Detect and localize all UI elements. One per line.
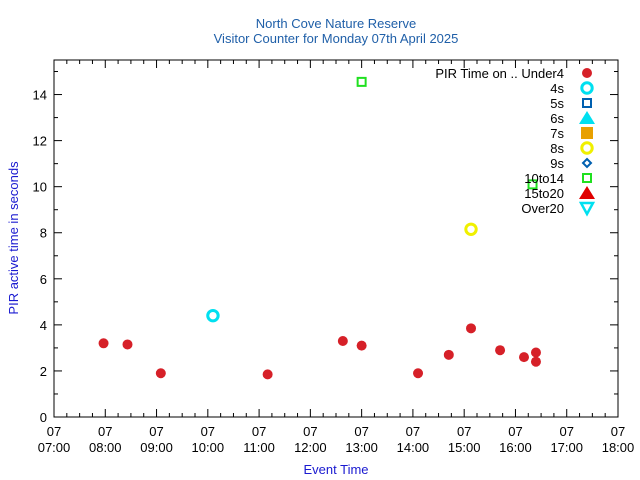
x-tick-time-label: 08:00	[89, 440, 122, 455]
x-tick-day-label: 07	[303, 424, 317, 439]
legend-label: Over20	[521, 201, 564, 216]
x-tick-time-label: 10:00	[192, 440, 225, 455]
y-tick-label: 2	[40, 364, 47, 379]
x-tick-time-label: 14:00	[397, 440, 430, 455]
x-tick-day-label: 07	[457, 424, 471, 439]
x-tick-time-label: 07:00	[38, 440, 71, 455]
legend: PIR Time on .. Under44s5s6s7s8s9s10to141…	[435, 66, 596, 217]
legend-marker	[578, 201, 596, 217]
data-point	[262, 369, 273, 380]
legend-marker	[579, 186, 595, 199]
x-tick-day-label: 07	[406, 424, 420, 439]
legend-label: 10to14	[524, 171, 564, 186]
y-tick-label: 4	[40, 318, 47, 333]
y-tick-label: 12	[33, 134, 47, 149]
x-tick-time-label: 09:00	[140, 440, 173, 455]
legend-marker	[581, 157, 593, 169]
legend-label: 4s	[550, 81, 564, 96]
legend-marker	[582, 98, 592, 108]
data-point	[356, 76, 367, 87]
x-tick-time-label: 16:00	[499, 440, 532, 455]
x-tick-time-label: 18:00	[602, 440, 635, 455]
y-tick-label: 0	[40, 410, 47, 425]
x-tick-day-label: 07	[354, 424, 368, 439]
chart-subtitle: Visitor Counter for Monday 07th April 20…	[214, 31, 459, 46]
x-tick-day-label: 07	[611, 424, 625, 439]
legend-marker	[579, 111, 595, 124]
x-axis-label: Event Time	[303, 462, 368, 477]
data-point	[527, 179, 538, 190]
y-tick-label: 6	[40, 272, 47, 287]
x-axis-ticks: 0707:000708:000709:000710:000711:000712:…	[38, 60, 635, 455]
legend-marker	[581, 127, 593, 139]
data-point	[337, 335, 348, 346]
data-point	[519, 352, 529, 363]
x-tick-time-label: 13:00	[345, 440, 378, 455]
data-point	[122, 339, 133, 350]
data-point	[356, 340, 367, 351]
data-point	[98, 338, 109, 349]
legend-marker	[582, 173, 592, 183]
data-point	[464, 222, 478, 236]
x-tick-day-label: 07	[47, 424, 61, 439]
data-point	[443, 349, 454, 360]
y-axis-label: PIR active time in seconds	[6, 161, 21, 315]
x-tick-day-label: 07	[559, 424, 573, 439]
legend-label: 8s	[550, 141, 564, 156]
x-tick-day-label: 07	[149, 424, 163, 439]
legend-label: PIR Time on .. Under4	[435, 66, 564, 81]
legend-label: 15to20	[524, 186, 564, 201]
x-tick-time-label: 11:00	[243, 440, 275, 455]
data-point	[466, 323, 477, 334]
x-tick-day-label: 07	[252, 424, 266, 439]
data-points	[98, 76, 541, 380]
x-tick-time-label: 15:00	[448, 440, 481, 455]
x-tick-day-label: 07	[201, 424, 215, 439]
y-tick-label: 10	[33, 180, 47, 195]
y-axis-ticks: 0 2 4 6 8 10 12 14	[33, 71, 618, 425]
x-tick-day-label: 07	[508, 424, 522, 439]
legend-marker	[582, 68, 592, 78]
data-point	[495, 345, 506, 356]
legend-marker	[580, 81, 594, 95]
legend-label: 9s	[550, 156, 564, 171]
legend-marker	[580, 141, 594, 155]
data-point	[530, 356, 541, 367]
legend-label: 6s	[550, 111, 564, 126]
x-tick-day-label: 07	[98, 424, 112, 439]
x-tick-time-label: 17:00	[550, 440, 583, 455]
data-point	[206, 308, 220, 323]
x-tick-time-label: 12:00	[294, 440, 327, 455]
legend-label: 5s	[550, 96, 564, 111]
y-tick-label: 8	[40, 226, 47, 241]
data-point	[413, 368, 424, 379]
chart-title: North Cove Nature Reserve	[256, 16, 416, 31]
data-point	[155, 368, 166, 379]
legend-label: 7s	[550, 126, 564, 141]
data-point	[530, 347, 541, 358]
y-tick-label: 14	[33, 88, 47, 103]
